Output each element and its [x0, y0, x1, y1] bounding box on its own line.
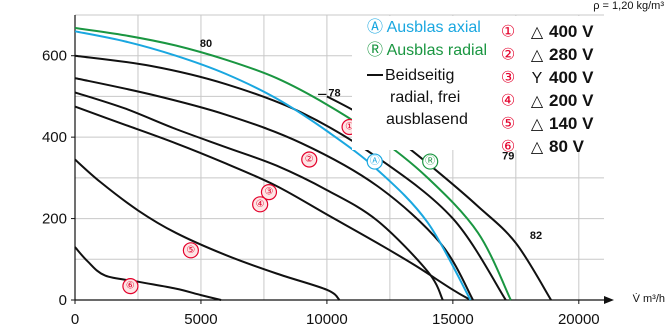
legend-number: ⑤: [501, 116, 515, 133]
legend-number: ③: [501, 70, 515, 87]
annotation: 82: [530, 230, 542, 242]
x-axis-arrow: [604, 296, 614, 304]
curve-6: [74, 246, 222, 301]
legend-connection: △: [531, 24, 544, 41]
curve-label: Ⓐ: [370, 155, 380, 167]
x-tick-label: 20000: [558, 311, 600, 328]
curve-label-circle: [301, 151, 318, 168]
y-tick-label: 400: [42, 129, 67, 146]
y-tick-label: 600: [42, 48, 67, 65]
curve-7: [74, 30, 472, 301]
annotation: 80: [200, 38, 212, 50]
curve-label: ②: [305, 154, 314, 165]
x-tick-label: 5000: [184, 311, 217, 328]
legend-item-axial: Ⓐ Ausblas axial: [367, 18, 481, 36]
curve-label-circle: [366, 153, 383, 170]
legend-connection: △: [531, 93, 544, 110]
x-tick-label: 15000: [432, 311, 474, 328]
curve-label: ⑥: [126, 281, 135, 292]
legend-voltage: 140 V: [549, 114, 594, 133]
curve-label-circle: [252, 196, 269, 213]
x-tick-label: 0: [71, 311, 79, 328]
y-tick-label: 200: [42, 211, 67, 228]
legend-voltage: 400 V: [549, 68, 594, 87]
legend-voltage: 280 V: [549, 45, 594, 64]
legend-item-both-3: ausblasend: [386, 111, 468, 128]
legend-connection: Y: [532, 70, 543, 87]
curve-label-circle: [122, 278, 139, 295]
legend-connection: △: [531, 139, 544, 156]
legend-number: ④: [501, 93, 515, 110]
legend-item-both-2: radial, frei: [390, 89, 460, 106]
annotation: 78: [328, 87, 340, 99]
curve-8: [74, 27, 512, 301]
legend-number: ②: [501, 47, 515, 64]
curve-label: ①: [345, 121, 354, 132]
curve-label: ③: [264, 187, 273, 198]
legend-item-both-1: Beidseitig: [385, 67, 454, 84]
annotation: 79: [502, 151, 514, 163]
curve-4: [74, 105, 472, 301]
curve-label-circle: [422, 153, 439, 170]
legend-number: ①: [501, 24, 515, 41]
legend-voltage: 400 V: [549, 22, 594, 41]
y-tick-label: 0: [59, 292, 67, 309]
legend-item-radial: Ⓡ Ausblas radial: [367, 41, 487, 59]
legend-voltage: 200 V: [549, 91, 594, 110]
legend-number: ⑥: [501, 139, 515, 156]
legend-voltage: 80 V: [549, 137, 585, 156]
curve-3: [74, 91, 444, 301]
density-note: ρ = 1,20 kg/m³: [593, 0, 664, 12]
curve-label-circle: [260, 184, 278, 201]
curve-label: ⑤: [186, 245, 195, 256]
legend-connection: △: [531, 116, 544, 133]
curve-label-circle: [182, 242, 199, 259]
x-axis-label: V̇ m³/h: [633, 292, 665, 305]
legend-box: [352, 16, 604, 150]
curve-5: [74, 158, 341, 301]
curve-label: ④: [256, 199, 265, 210]
x-tick-label: 10000: [306, 311, 348, 328]
curve-label: Ⓡ: [425, 155, 435, 167]
legend-connection: △: [531, 47, 544, 64]
curve-1: [74, 54, 507, 301]
